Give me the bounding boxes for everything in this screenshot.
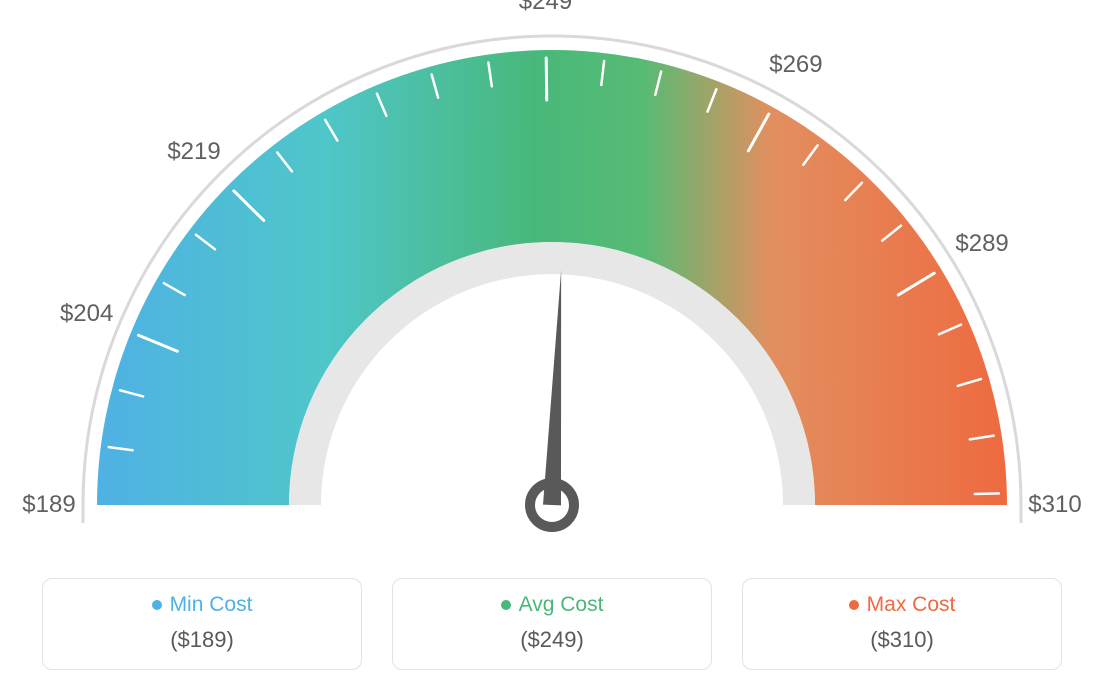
gauge-tick-label: $249	[519, 0, 572, 16]
legend-value-avg: ($249)	[393, 627, 711, 653]
legend-label-max: Max Cost	[867, 593, 956, 617]
cost-gauge-container: $189 $204 $219 $249 $269 $289 $310 Min Cost ($…	[0, 0, 1104, 690]
gauge-tick-label: $189	[22, 491, 75, 519]
gauge-tick-label: $310	[1028, 491, 1081, 519]
legend-title-avg: Avg Cost	[501, 593, 604, 617]
gauge-svg	[0, 0, 1104, 560]
legend-title-min: Min Cost	[152, 593, 253, 617]
gauge-tick-label: $204	[60, 300, 113, 328]
gauge-tick-label: $289	[955, 230, 1008, 258]
legend-dot-max	[849, 600, 859, 610]
legend-dot-avg	[501, 600, 511, 610]
legend-row: Min Cost ($189) Avg Cost ($249) Max Cost…	[42, 578, 1062, 670]
legend-title-max: Max Cost	[849, 593, 956, 617]
legend-card-min: Min Cost ($189)	[42, 578, 362, 670]
legend-card-avg: Avg Cost ($249)	[392, 578, 712, 670]
legend-label-min: Min Cost	[170, 593, 253, 617]
legend-value-max: ($310)	[743, 627, 1061, 653]
legend-label-avg: Avg Cost	[519, 593, 604, 617]
gauge-chart: $189 $204 $219 $249 $269 $289 $310	[0, 0, 1104, 560]
legend-value-min: ($189)	[43, 627, 361, 653]
gauge-tick-label: $219	[167, 138, 220, 166]
legend-card-max: Max Cost ($310)	[742, 578, 1062, 670]
legend-dot-min	[152, 600, 162, 610]
gauge-tick-label: $269	[769, 51, 822, 79]
